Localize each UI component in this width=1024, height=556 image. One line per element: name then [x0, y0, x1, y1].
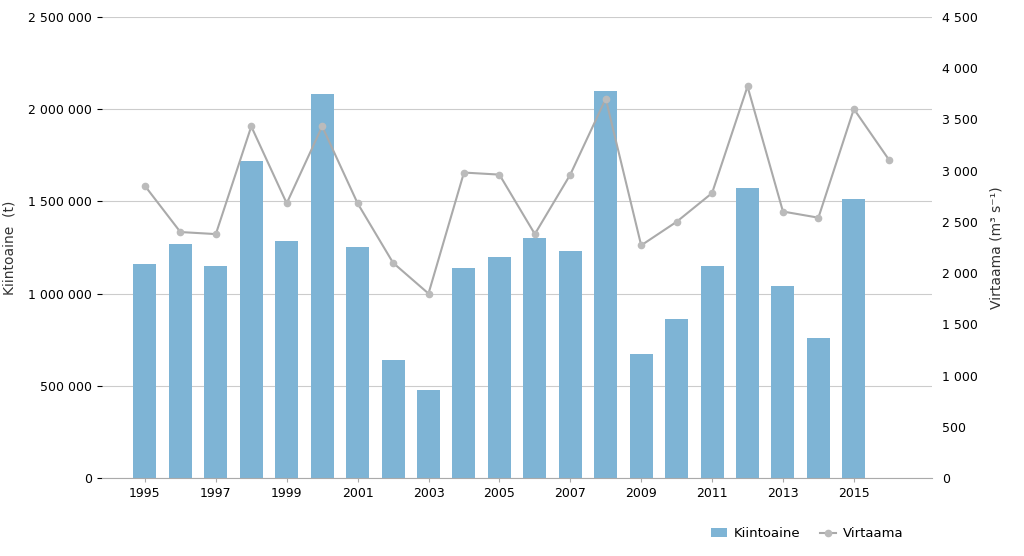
Bar: [559, 251, 582, 478]
Bar: [807, 338, 829, 478]
Y-axis label: Kiintoaine  (t): Kiintoaine (t): [3, 200, 17, 295]
Bar: [346, 247, 369, 478]
Legend: Kiintoaine, Virtaama: Kiintoaine, Virtaama: [707, 522, 908, 545]
Bar: [169, 244, 191, 478]
Bar: [275, 241, 298, 478]
Bar: [771, 286, 795, 478]
Bar: [594, 91, 617, 478]
Bar: [666, 319, 688, 478]
Bar: [310, 94, 334, 478]
Bar: [843, 200, 865, 478]
Bar: [453, 268, 475, 478]
Bar: [523, 238, 547, 478]
Bar: [240, 161, 263, 478]
Bar: [205, 266, 227, 478]
Bar: [382, 360, 404, 478]
Bar: [133, 264, 157, 478]
Y-axis label: Virtaama (m³ s⁻¹): Virtaama (m³ s⁻¹): [989, 186, 1004, 309]
Bar: [417, 390, 440, 478]
Bar: [630, 355, 652, 478]
Bar: [487, 257, 511, 478]
Bar: [736, 188, 759, 478]
Bar: [700, 266, 724, 478]
